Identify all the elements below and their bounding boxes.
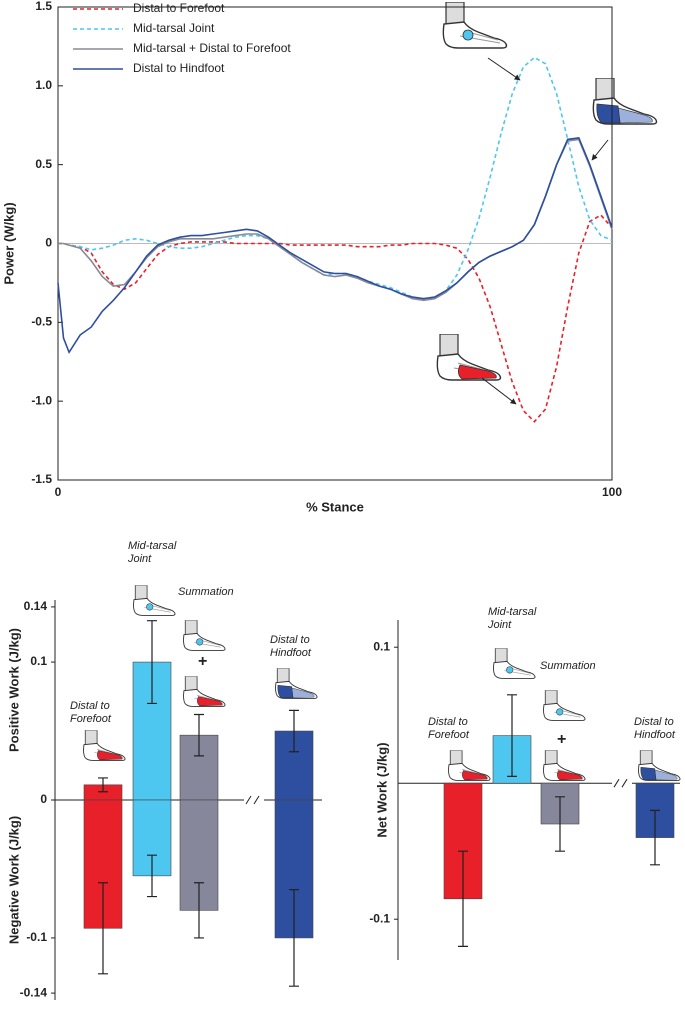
y-tick-label: -0.1 [369,911,390,925]
error-bar [289,889,299,987]
error-bar [147,620,157,705]
category-label: Mid-tarsal Joint [488,606,537,631]
y-tick-label: -1.0 [31,393,52,407]
legend-label: Distal to Hindfoot [133,61,225,75]
y-tick-label: 0.1 [373,639,390,653]
x-tick-label: 100 [602,485,622,499]
error-bar [98,882,108,975]
error-bar [147,854,157,898]
x-tick-label: 0 [55,485,62,499]
y-tick-label: -0.5 [31,315,52,329]
y-tick-label: 0 [45,236,52,250]
series-line [58,214,613,423]
error-bar [98,777,108,793]
svg-text:+: + [198,653,207,670]
category-label: Distal to Forefoot [70,700,111,725]
error-bar [555,796,565,852]
y-tick-label: -0.1 [26,930,47,944]
error-bar [194,882,204,939]
y-tick-label: 0.5 [35,157,52,171]
category-label: Summation [178,586,234,598]
y-tick-label: 0.1 [30,654,47,668]
legend-label: Mid-tarsal Joint [133,21,215,35]
y-axis-label: Power (W/kg) [1,202,16,284]
series-line [58,56,613,300]
y-axis-label: Net Work (J/kg) [374,742,389,837]
axis-break [613,778,628,788]
axis-break [245,795,260,805]
error-bar [650,809,660,866]
legend-label: Mid-tarsal + Distal to Forefoot [133,41,291,55]
x-axis-label: % Stance [306,499,364,514]
category-label: Distal to Forefoot [428,716,469,741]
y-tick-label: 1.0 [35,78,52,92]
y-axis-label: Negative Work (J/kg) [6,816,21,944]
y-tick-label: -0.14 [20,985,48,999]
error-bar [458,850,468,947]
y-tick-label: 1.5 [35,0,52,13]
error-bar [289,709,299,753]
category-label: Distal to Hindfoot [270,634,311,659]
svg-text:+: + [557,731,566,748]
y-tick-label: 0 [40,792,47,806]
y-tick-label: 0.14 [24,599,48,613]
error-bar [507,694,517,777]
legend-label: Distal to Forefoot [133,1,225,15]
icons: + + [84,2,681,780]
category-label: Mid-tarsal Joint [128,540,177,565]
y-axis-label: Positive Work (J/kg) [6,628,21,752]
series-line [57,137,613,355]
error-bar [194,713,204,757]
category-label: Distal to Hindfoot [634,716,675,741]
category-label: Summation [540,660,596,672]
y-tick-label: -1.5 [31,472,52,486]
